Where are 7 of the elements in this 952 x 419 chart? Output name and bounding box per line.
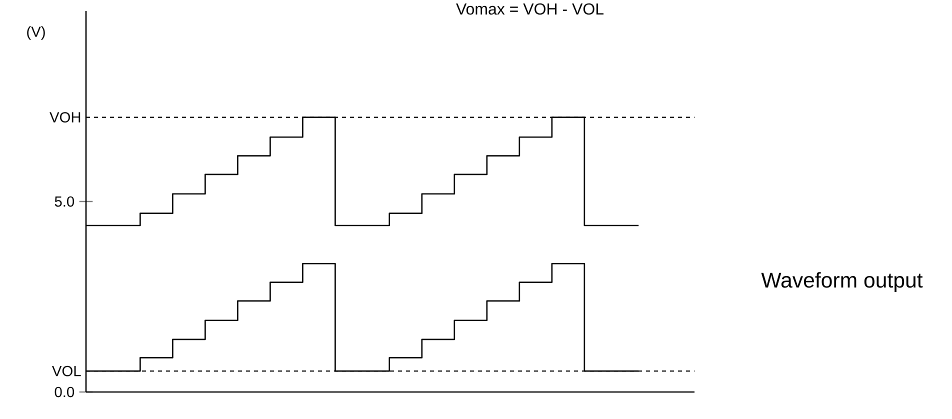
chart-title: Vomax = VOH - VOL xyxy=(456,3,604,15)
ref-line-label: VOH xyxy=(50,112,80,122)
ref-line-label: VOL xyxy=(52,366,81,376)
text: Waveform output xyxy=(761,272,923,292)
y-tick-label: 5.0 xyxy=(54,196,74,207)
y-tick-label: 0.0 xyxy=(54,386,74,398)
y-axis-title: (V) xyxy=(27,26,45,40)
